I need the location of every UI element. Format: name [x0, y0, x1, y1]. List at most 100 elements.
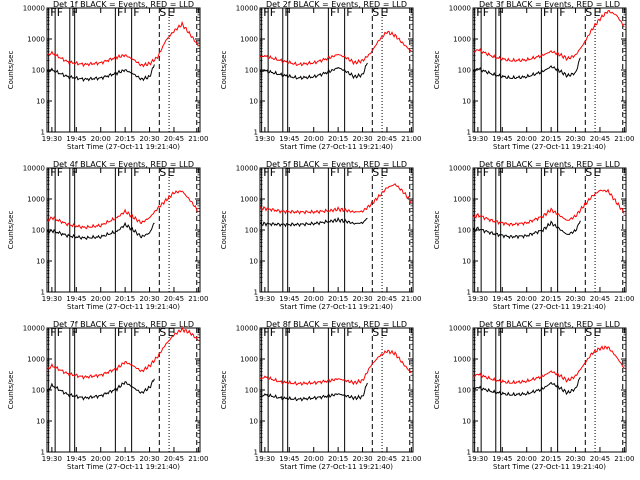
x-tick-label: 20:15: [115, 455, 135, 463]
marker-letter: E: [593, 166, 600, 179]
x-tick-label: 21:00: [401, 295, 421, 303]
detector-chart: Det 1f BLACK = Events, RED = LLD 1 10 100 10…: [7, 0, 208, 151]
events-series-line: [472, 220, 581, 240]
x-tick-label: 20:15: [541, 295, 561, 303]
x-tick-label: 20:45: [164, 295, 184, 303]
x-tick-label: 19:45: [279, 295, 299, 303]
y-tick-label: 1000: [27, 36, 45, 44]
marker-letter: S: [585, 6, 592, 19]
x-tick-label: 20:45: [590, 455, 610, 463]
x-tick-label: 21:00: [188, 295, 208, 303]
marker-letter: E: [593, 6, 600, 19]
marker-letter: S: [585, 326, 592, 339]
detector-panel: Det 5f BLACK = Events, RED = LLD 1 10 100 10…: [213, 160, 426, 320]
chart-title: Det 4f BLACK = Events, RED = LLD: [53, 160, 194, 169]
x-tick-label: 20:00: [304, 295, 324, 303]
y-tick-label: 10000: [236, 5, 258, 13]
y-axis-label: Counts/sec: [220, 371, 228, 410]
marker-letter: F: [71, 6, 77, 19]
y-tick-label: 100: [32, 67, 45, 75]
marker-letter: F: [57, 326, 63, 339]
x-tick-label: 21:00: [401, 135, 421, 143]
marker-letter: F: [330, 326, 336, 339]
x-tick-label: 20:30: [352, 295, 372, 303]
marker-letter: F: [559, 6, 565, 19]
y-tick-label: 1000: [453, 356, 471, 364]
events-series-line: [259, 62, 368, 81]
detector-panel: Det 2f BLACK = Events, RED = LLD 1 10 100 10…: [213, 0, 426, 160]
marker-letter: F: [71, 166, 77, 179]
marker-letter: F: [270, 326, 276, 339]
x-axis-label: Start Time (27-Oct-11 19:21:40): [493, 143, 606, 151]
marker-letter: E: [380, 6, 387, 19]
events-series-line: [472, 376, 581, 397]
x-tick-label: 20:45: [377, 135, 397, 143]
events-series-line: [259, 382, 368, 402]
detector-chart: Det 2f BLACK = Events, RED = LLD 1 10 100 10…: [220, 0, 421, 151]
y-tick-label: 100: [32, 227, 45, 235]
y-tick-label: 10000: [23, 165, 45, 173]
x-tick-label: 20:00: [517, 135, 537, 143]
x-tick-label: 19:30: [468, 295, 488, 303]
lld-series-line: [472, 188, 625, 227]
chart-title: Det 1f BLACK = Events, RED = LLD: [53, 0, 194, 9]
marker-letter: F: [497, 326, 503, 339]
x-axis-label: Start Time (27-Oct-11 19:21:40): [280, 303, 393, 311]
marker-letter: E: [380, 326, 387, 339]
x-tick-label: 19:45: [66, 295, 86, 303]
detector-chart: Det 8f BLACK = Events, RED = LLD 1 10 100 10…: [220, 320, 421, 471]
marker-letter: F: [476, 6, 482, 19]
x-tick-label: 20:30: [139, 295, 159, 303]
y-axis-label: Counts/sec: [220, 51, 228, 90]
x-tick-label: 21:00: [188, 455, 208, 463]
x-tick-label: 19:30: [468, 455, 488, 463]
x-tick-label: 20:45: [590, 295, 610, 303]
x-tick-label: 20:45: [377, 295, 397, 303]
x-tick-label: 20:30: [565, 135, 585, 143]
x-tick-label: 20:00: [91, 455, 111, 463]
x-tick-label: 20:15: [328, 455, 348, 463]
chart-title: Det 8f BLACK = Events, RED = LLD: [266, 320, 407, 329]
marker-letter: S: [372, 326, 379, 339]
x-tick-label: 20:30: [565, 455, 585, 463]
x-tick-label: 20:00: [91, 135, 111, 143]
x-tick-label: 20:45: [377, 455, 397, 463]
marker-letter: S: [372, 166, 379, 179]
x-tick-label: 19:30: [255, 295, 275, 303]
x-tick-label: 19:30: [255, 455, 275, 463]
x-tick-label: 19:30: [42, 455, 62, 463]
marker-letter: F: [559, 326, 565, 339]
marker-letter: F: [263, 166, 269, 179]
x-axis-label: Start Time (27-Oct-11 19:21:40): [493, 463, 606, 471]
marker-letter: S: [159, 6, 166, 19]
y-tick-label: 100: [245, 67, 258, 75]
marker-letter: F: [284, 6, 290, 19]
x-tick-label: 21:00: [188, 135, 208, 143]
marker-letter: F: [346, 166, 352, 179]
y-tick-label: 10000: [236, 325, 258, 333]
y-tick-label: 10: [462, 418, 471, 426]
marker-letter: F: [133, 6, 139, 19]
marker-letter: F: [559, 166, 565, 179]
y-axis-label: Counts/sec: [7, 371, 15, 410]
y-tick-label: 10000: [449, 165, 471, 173]
x-tick-label: 20:45: [164, 455, 184, 463]
x-axis-label: Start Time (27-Oct-11 19:21:40): [280, 143, 393, 151]
y-tick-label: 100: [458, 67, 471, 75]
marker-letter: F: [71, 326, 77, 339]
y-tick-label: 10000: [449, 325, 471, 333]
marker-letter: S: [372, 6, 379, 19]
lld-series-line: [259, 183, 412, 215]
marker-letter: F: [346, 326, 352, 339]
y-axis-label: Counts/sec: [7, 51, 15, 90]
marker-letter: F: [263, 326, 269, 339]
y-tick-label: 1: [41, 129, 45, 137]
x-tick-label: 20:00: [517, 455, 537, 463]
chart-title: Det 2f BLACK = Events, RED = LLD: [266, 0, 407, 9]
x-tick-label: 20:30: [352, 135, 372, 143]
y-tick-label: 10: [36, 98, 45, 106]
y-tick-label: 10: [36, 258, 45, 266]
marker-letter: F: [117, 326, 123, 339]
y-tick-label: 100: [458, 387, 471, 395]
y-tick-label: 1: [467, 449, 471, 457]
